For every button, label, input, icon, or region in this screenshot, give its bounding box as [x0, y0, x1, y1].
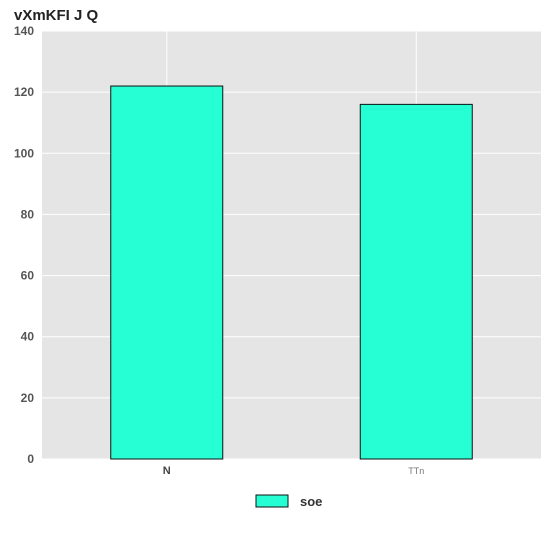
x-tick-label-1: TTn [408, 466, 424, 476]
y-tick-label-3: 60 [21, 269, 35, 283]
y-tick-label-4: 80 [21, 207, 35, 221]
y-tick-label-1: 20 [21, 391, 35, 405]
legend-swatch [255, 494, 289, 508]
y-tick-label-2: 40 [21, 330, 35, 344]
y-tick-label-7: 140 [14, 24, 34, 38]
y-tick-label-5: 100 [14, 146, 34, 160]
y-tick-label-0: 0 [27, 452, 34, 466]
bar-TTn [359, 103, 473, 460]
chart-title: vXmKFI J Q [14, 7, 99, 24]
legend-label: soe [300, 494, 322, 509]
x-tick-label-0: N [163, 465, 171, 477]
bar-N [110, 85, 224, 460]
y-tick-label-6: 120 [14, 85, 34, 99]
